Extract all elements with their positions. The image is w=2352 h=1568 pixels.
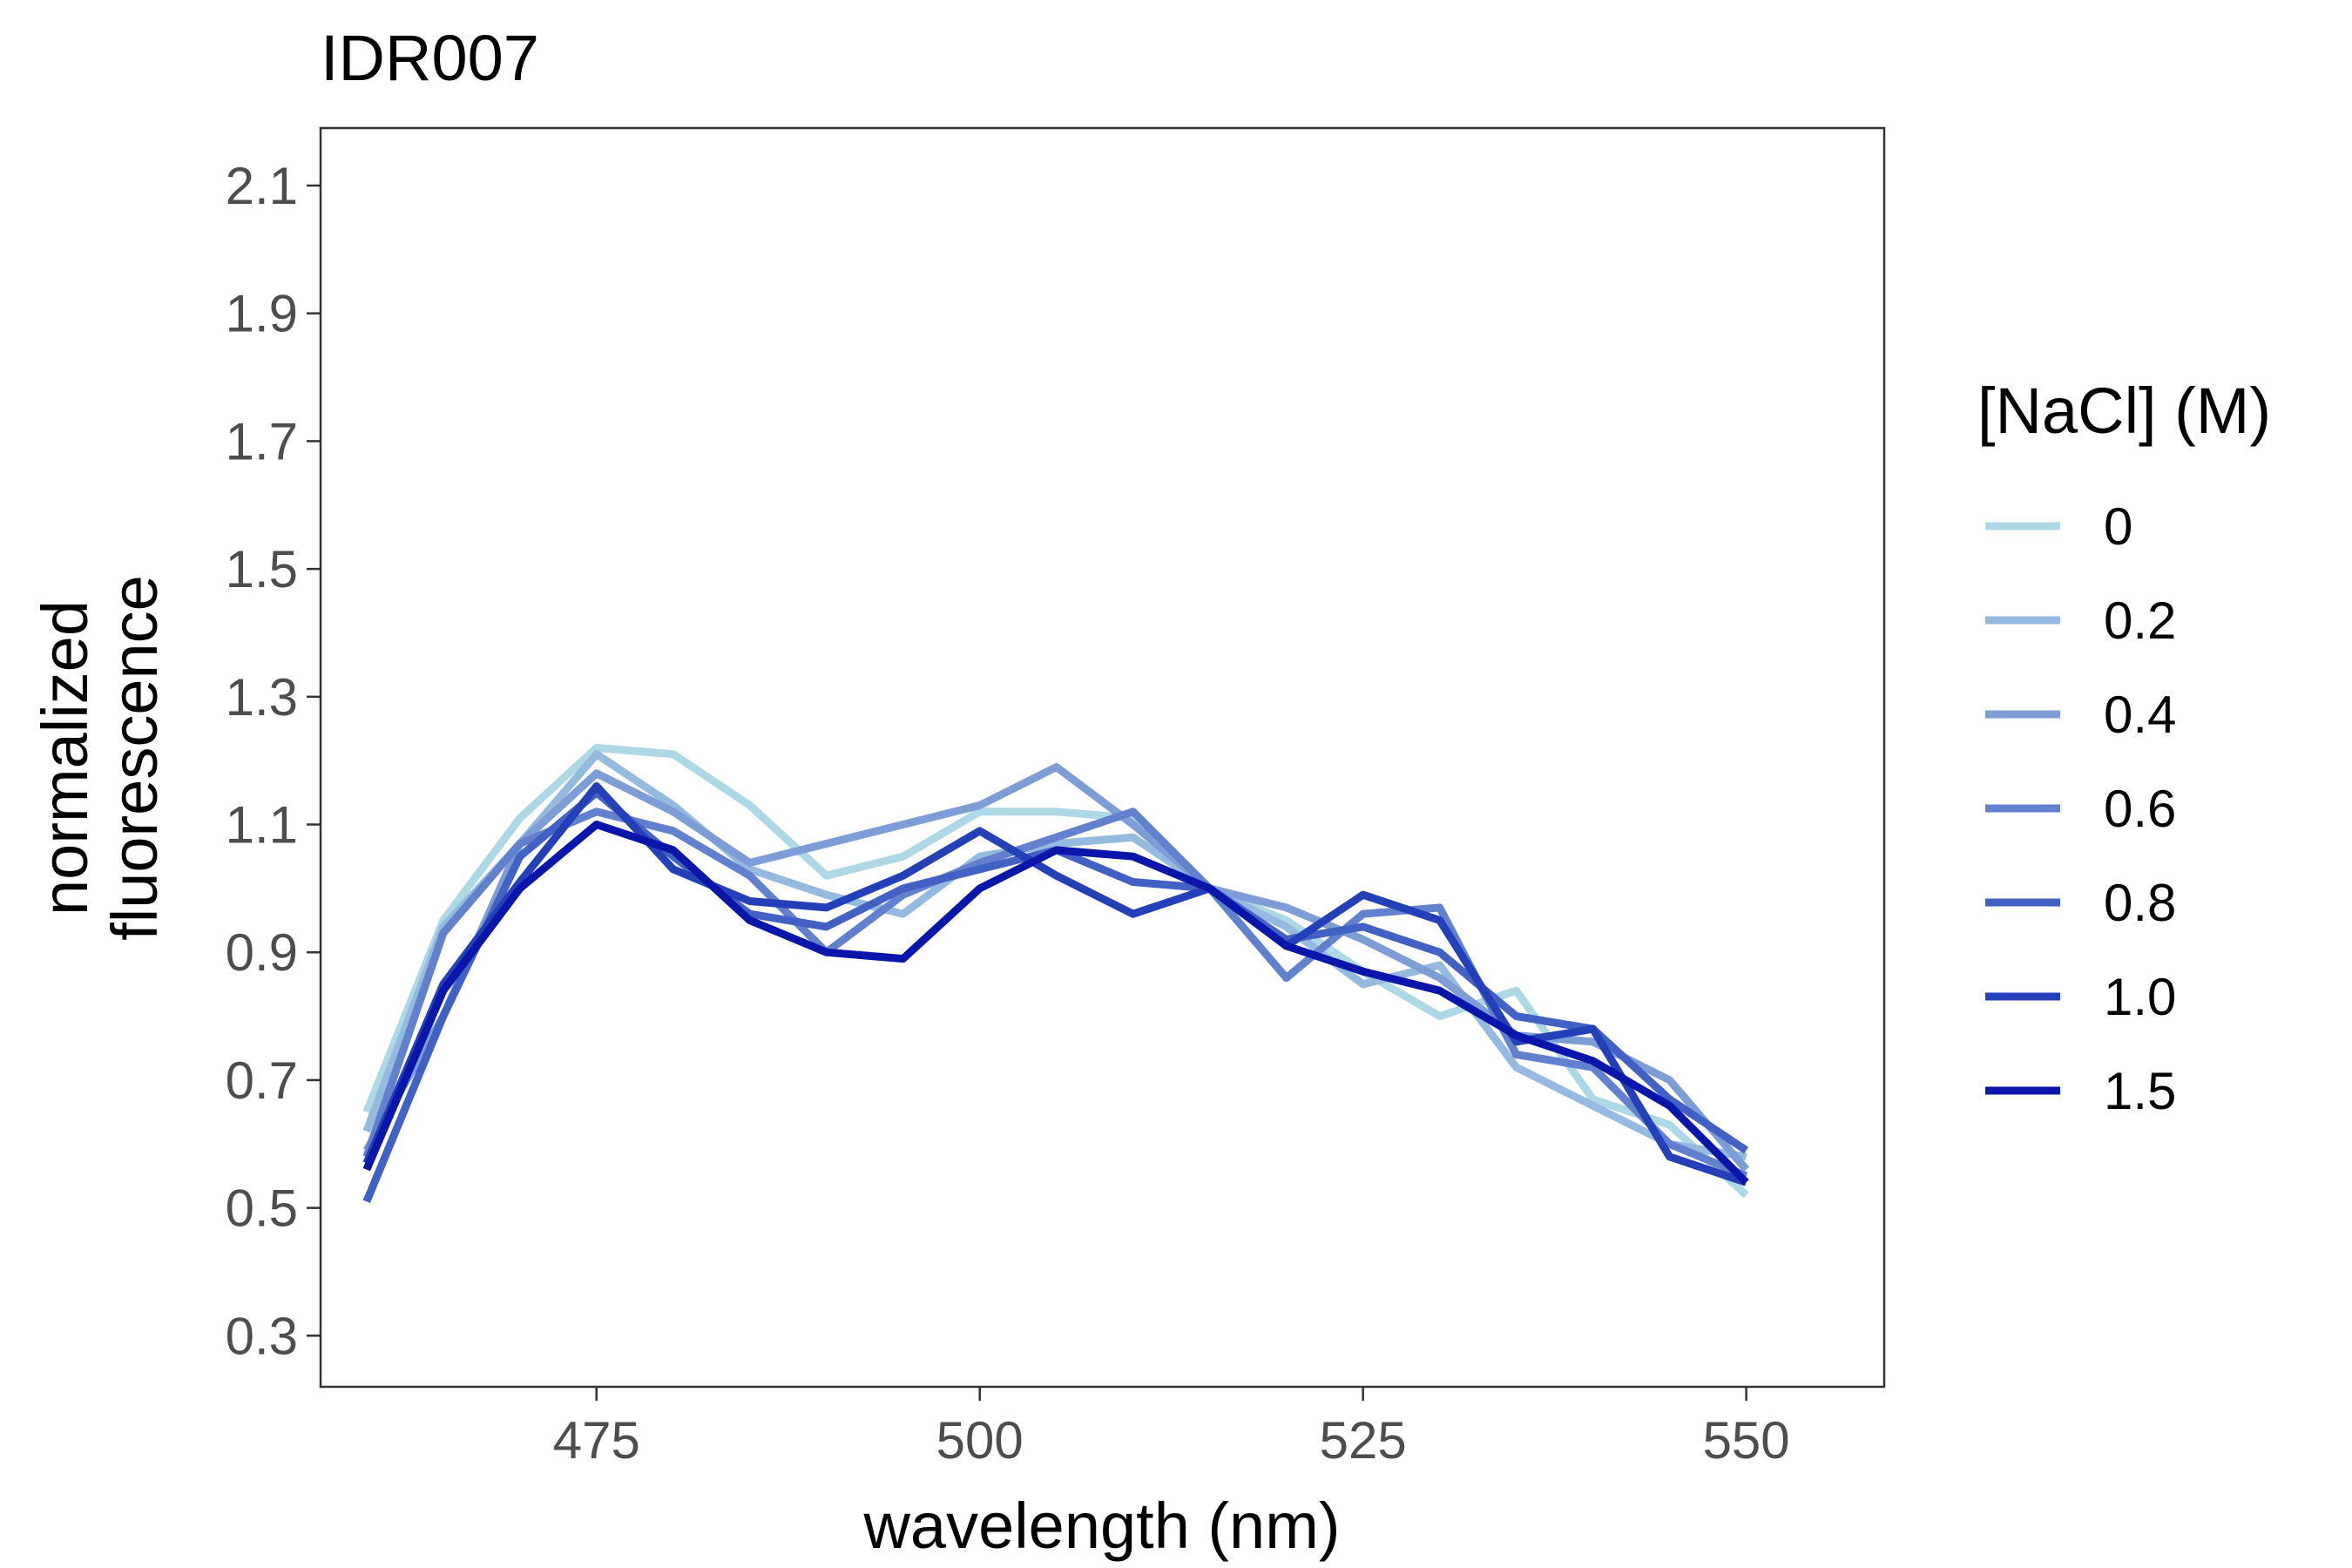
series-line-5 (362, 782, 1748, 1186)
legend-label: 0.4 (2104, 686, 2176, 744)
series-line-1 (362, 750, 1747, 1161)
y-tick-label: 1.1 (226, 796, 298, 855)
y-tick-label: 0.9 (226, 923, 298, 982)
series-line-3 (362, 808, 1748, 1180)
series-line-0 (362, 744, 1749, 1199)
x-axis: 475 500 525 550 (553, 1387, 1790, 1470)
y-tick-label: 1.5 (226, 540, 298, 598)
x-axis-title: wavelength (nm) (862, 1490, 1340, 1562)
plot-panel (319, 126, 1886, 1389)
x-tick-label: 525 (1320, 1411, 1407, 1470)
legend-label: 1.0 (2104, 968, 2176, 1026)
y-axis: 0.3 0.5 0.7 0.9 1.1 1.3 1.5 1.7 1.9 2.1 (226, 157, 321, 1365)
legend-item: 0.8 (1985, 874, 2176, 932)
y-tick-label: 2.1 (226, 157, 298, 215)
y-axis-title-line-2: fluorescence (98, 575, 171, 941)
y-tick-label: 0.5 (226, 1179, 298, 1238)
legend-label: 0.2 (2104, 591, 2176, 650)
legend-label: 0.8 (2104, 874, 2176, 932)
legend-label: 1.5 (2104, 1062, 2176, 1120)
legend-item: 0 (1985, 497, 2132, 556)
y-tick-label: 1.3 (226, 668, 298, 727)
legend-label: 0.6 (2104, 780, 2176, 838)
legend-item: 0.2 (1985, 591, 2176, 650)
y-tick-label: 0.3 (226, 1307, 298, 1365)
y-tick-label: 0.7 (226, 1051, 298, 1110)
chart-title: IDR007 (321, 22, 539, 94)
y-tick-label: 1.7 (226, 412, 298, 470)
y-tick-label: 1.9 (226, 285, 298, 343)
legend-item: 1.0 (1985, 968, 2176, 1026)
series-line-6 (362, 821, 1749, 1186)
series-layer (362, 744, 1750, 1204)
y-axis-title: normalized fluorescence (29, 575, 171, 941)
x-tick-label: 475 (553, 1411, 640, 1470)
legend-item: 0.6 (1985, 780, 2176, 838)
legend-title: [NaCl] (M) (1977, 375, 2271, 447)
legend: [NaCl] (M) 0 0.2 0.4 0.6 0.8 1.0 1.5 (1977, 375, 2271, 1120)
legend-label: 0 (2104, 497, 2132, 556)
y-axis-title-line-1: normalized (29, 600, 101, 916)
legend-item: 0.4 (1985, 686, 2176, 744)
x-tick-label: 550 (1703, 1411, 1790, 1470)
x-tick-label: 500 (936, 1411, 1024, 1470)
legend-item: 1.5 (1985, 1062, 2176, 1120)
